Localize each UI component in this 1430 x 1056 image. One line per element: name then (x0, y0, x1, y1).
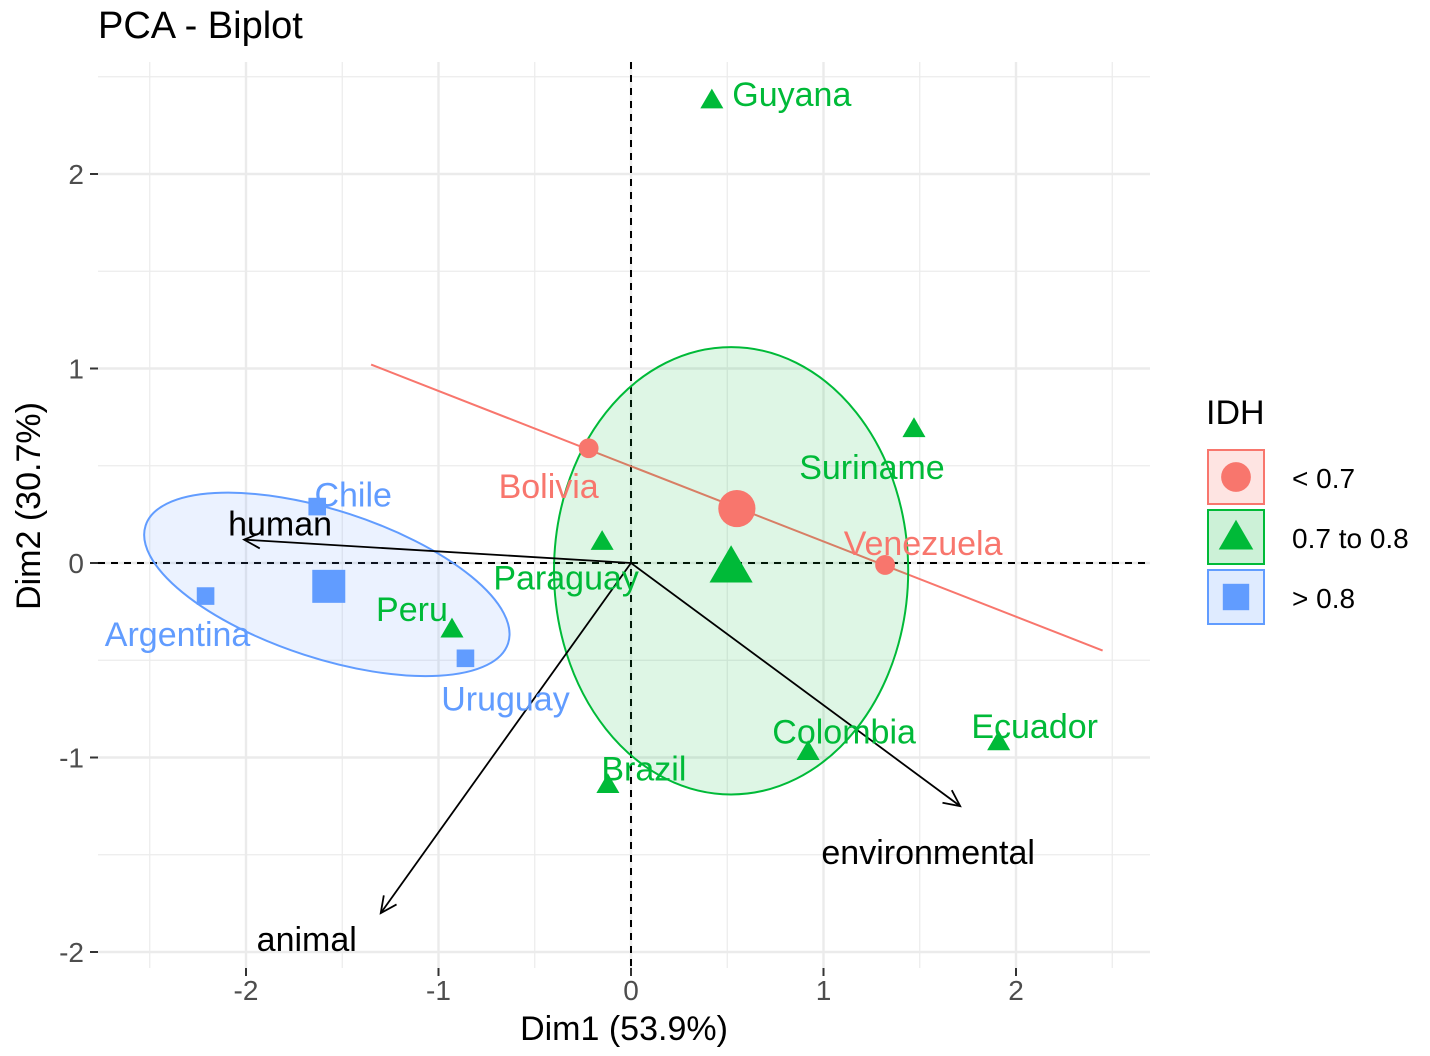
point-label: Uruguay (441, 680, 570, 718)
variable-arrow (630, 562, 961, 807)
variable-arrows (242, 531, 962, 915)
point-labels: Bolivia Venezuela Guyana Suriname Paraguay Pe… (105, 76, 1098, 959)
y-tick-label: 0 (68, 548, 84, 579)
y-tick-label: 1 (68, 354, 84, 385)
data-point (902, 417, 926, 438)
x-tick-label: 2 (1008, 975, 1024, 1006)
chart-title: PCA - Biplot (98, 5, 303, 47)
data-point (440, 617, 464, 638)
axes: -2 -1 0 1 2 -2 -1 0 1 2 (59, 159, 1024, 1006)
legend-marker (1218, 519, 1254, 550)
data-points (196, 88, 1011, 794)
legend-label: > 0.8 (1292, 583, 1355, 614)
grid (98, 62, 1150, 968)
data-point (987, 730, 1011, 751)
data-point (456, 649, 475, 668)
variable-arrow (244, 538, 632, 564)
group-centroid (718, 489, 756, 528)
group-centroid (312, 569, 346, 603)
variable-label: human (228, 506, 332, 544)
y-tick-label: 2 (68, 159, 84, 190)
legend-marker (1222, 583, 1250, 611)
point-label: Chile (314, 477, 391, 515)
legend-label: < 0.7 (1292, 463, 1355, 494)
x-tick-label: -2 (234, 975, 259, 1006)
y-axis-title: Dim2 (30.7%) (10, 402, 48, 610)
x-tick-label: 1 (816, 975, 832, 1006)
arrow-head (942, 789, 962, 808)
x-tick-label: -1 (426, 975, 451, 1006)
legend: IDH < 0.7 0.7 to 0.8 > 0.8 (1206, 394, 1409, 625)
x-axis-title: Dim1 (53.9%) (520, 1010, 728, 1048)
data-point (700, 88, 724, 109)
arrow-head (379, 895, 397, 915)
y-tick-label: -1 (59, 743, 84, 774)
variable-label: animal (257, 921, 357, 959)
point-label: Argentina (105, 616, 251, 654)
point-label: Peru (376, 591, 448, 629)
group-centroid (709, 545, 753, 583)
variable-arrow (380, 562, 632, 914)
legend-title: IDH (1206, 394, 1265, 432)
variable-label: environmental (821, 834, 1035, 872)
data-point (590, 530, 614, 550)
point-label: Suriname (799, 449, 945, 487)
legend-marker (1221, 462, 1251, 492)
data-point (196, 587, 215, 605)
point-label: Paraguay (493, 560, 639, 598)
y-tick-label: -2 (59, 937, 84, 968)
point-label: Colombia (772, 714, 916, 752)
point-label: Venezuela (844, 525, 1003, 563)
point-label: Guyana (732, 76, 851, 114)
point-label: Brazil (601, 751, 686, 789)
x-tick-label: 0 (623, 975, 639, 1006)
data-point (796, 740, 820, 760)
data-point (875, 555, 896, 575)
legend-label: 0.7 to 0.8 (1292, 523, 1409, 554)
arrow-head (242, 531, 262, 550)
point-label: Bolivia (499, 468, 599, 506)
data-point (596, 773, 620, 794)
data-point (578, 438, 599, 459)
data-point (308, 497, 327, 516)
point-label: Ecuador (971, 708, 1098, 746)
